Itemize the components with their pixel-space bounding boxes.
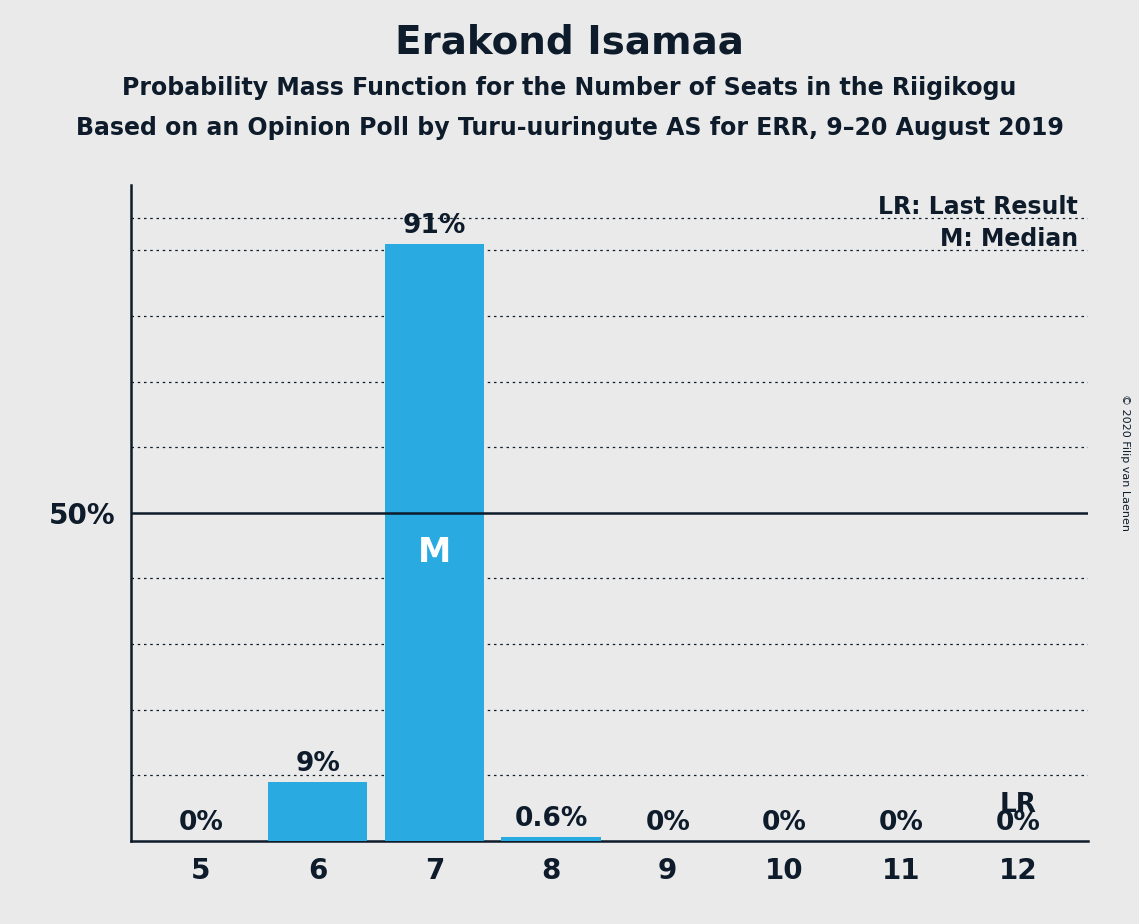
Text: Based on an Opinion Poll by Turu-uuringute AS for ERR, 9–20 August 2019: Based on an Opinion Poll by Turu-uuringu… [75, 116, 1064, 140]
Bar [501, 837, 600, 841]
Text: 0%: 0% [179, 810, 223, 836]
Text: 91%: 91% [403, 213, 466, 239]
Text: Probability Mass Function for the Number of Seats in the Riigikogu: Probability Mass Function for the Number… [122, 76, 1017, 100]
Text: 0.6%: 0.6% [515, 807, 588, 833]
Text: Erakond Isamaa: Erakond Isamaa [395, 23, 744, 61]
Text: 0%: 0% [646, 810, 690, 836]
Text: M: M [418, 536, 451, 568]
Text: © 2020 Filip van Laenen: © 2020 Filip van Laenen [1121, 394, 1130, 530]
Text: M: Median: M: Median [940, 227, 1079, 251]
Bar [385, 244, 484, 841]
Text: 0%: 0% [995, 810, 1040, 836]
Bar [268, 782, 367, 841]
Text: 0%: 0% [878, 810, 924, 836]
Text: LR: Last Result: LR: Last Result [878, 195, 1079, 219]
Text: LR: LR [999, 792, 1036, 818]
Text: 9%: 9% [295, 751, 341, 777]
Text: 0%: 0% [762, 810, 806, 836]
